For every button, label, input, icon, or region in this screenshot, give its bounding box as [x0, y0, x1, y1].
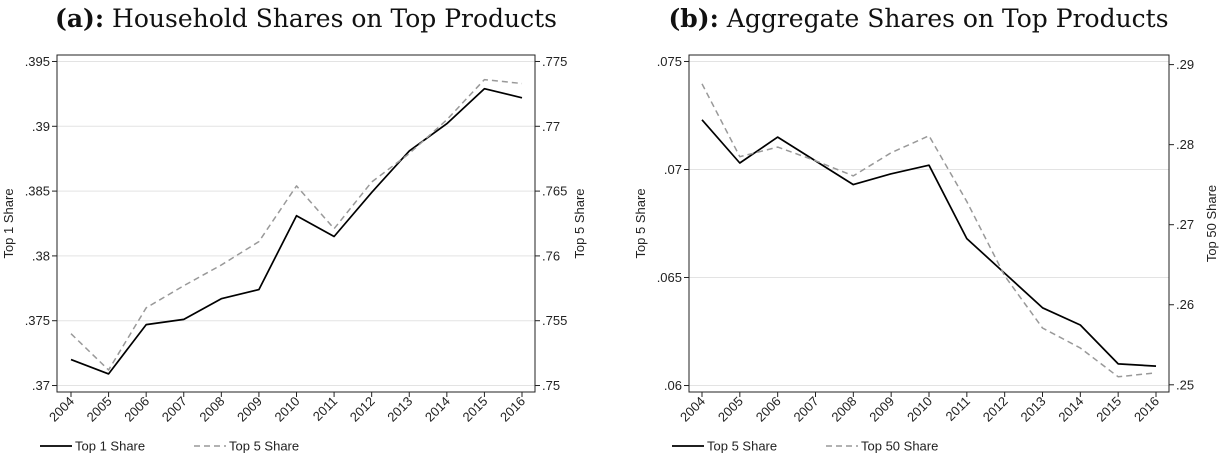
- y2-tick-label: .755: [542, 313, 567, 328]
- x-tick-label: 2015: [459, 394, 490, 425]
- y2-tick-label: .765: [542, 184, 567, 199]
- chart-title: (a): Household Shares on Top Products: [0, 4, 612, 33]
- x-tick-label: 2010: [272, 394, 303, 425]
- y2-tick-label: .29: [1176, 57, 1194, 72]
- y2-tick-label: .77: [542, 119, 560, 134]
- y2-axis-label: Top 5 Share: [572, 188, 587, 258]
- x-tick-label: 2016: [497, 394, 528, 425]
- y-tick-label: .075: [657, 54, 682, 69]
- legend-label: Top 50 Share: [861, 439, 938, 454]
- series-line: [701, 83, 1157, 378]
- x-tick-label: 2009: [866, 394, 897, 425]
- x-tick-label: 2016: [1131, 394, 1162, 425]
- y2-tick-label: .28: [1176, 137, 1194, 152]
- x-tick-label: 2006: [753, 394, 784, 425]
- series-line: [70, 87, 523, 375]
- y-axis-label: Top 1 Share: [1, 188, 16, 258]
- y-tick-label: .395: [25, 54, 50, 69]
- y2-tick-label: .76: [542, 248, 560, 263]
- y2-tick-label: .775: [542, 54, 567, 69]
- x-tick-label: 2012: [980, 394, 1011, 425]
- x-tick-label: 2004: [677, 394, 708, 425]
- x-tick-label: 2005: [84, 394, 115, 425]
- chart-title: (b): Aggregate Shares on Top Products: [612, 4, 1225, 33]
- x-tick-label: 2009: [234, 394, 265, 425]
- x-tick-label: 2013: [384, 394, 415, 425]
- x-tick-label: 2007: [791, 394, 822, 425]
- y-tick-label: .38: [32, 248, 50, 263]
- y-tick-label: .07: [664, 162, 682, 177]
- legend-label: Top 1 Share: [75, 439, 145, 454]
- x-tick-label: 2012: [347, 394, 378, 425]
- x-tick-label: 2015: [1093, 394, 1124, 425]
- series-line: [701, 119, 1157, 367]
- series-line: [70, 78, 523, 371]
- x-tick-label: 2005: [715, 394, 746, 425]
- x-tick-label: 2008: [828, 394, 859, 425]
- x-tick-label: 2007: [159, 394, 190, 425]
- y2-axis-label: Top 50 Share: [1204, 185, 1219, 262]
- x-tick-label: 2011: [310, 394, 340, 424]
- x-tick-label: 2014: [422, 394, 453, 425]
- panel-b: (b): Aggregate Shares on Top Products .0…: [612, 0, 1225, 457]
- y2-tick-label: .75: [542, 378, 560, 393]
- y-tick-label: .37: [32, 378, 50, 393]
- y-tick-label: .385: [25, 184, 50, 199]
- x-tick-label: 2010: [904, 394, 935, 425]
- plot-frame: [56, 54, 536, 393]
- x-tick-label: 2008: [196, 394, 227, 425]
- y-tick-label: .065: [657, 270, 682, 285]
- x-tick-label: 2006: [121, 394, 152, 425]
- y-tick-label: .375: [25, 313, 50, 328]
- chart-title-text: Household Shares on Top Products: [112, 4, 558, 33]
- legend-label: Top 5 Share: [707, 439, 777, 454]
- panel-a: (a): Household Shares on Top Products .3…: [0, 0, 612, 457]
- y2-tick-label: .25: [1176, 377, 1194, 392]
- line-chart-a: .37 .375 .38 .385 .39 .395 .75 .755 .76 .765 .77 .7…: [1, 54, 587, 454]
- y-axis-label: Top 5 Share: [633, 188, 648, 258]
- x-tick-label: 2014: [1055, 394, 1086, 425]
- x-tick-label: 2013: [1018, 394, 1049, 425]
- chart-title-tag: (a):: [54, 4, 105, 33]
- legend-label: Top 5 Share: [229, 439, 299, 454]
- x-tick-label: 2011: [943, 394, 973, 424]
- chart-title-text: Aggregate Shares on Top Products: [726, 4, 1169, 33]
- y-tick-label: .39: [32, 119, 50, 134]
- chart-title-tag: (b):: [668, 4, 719, 33]
- x-tick-label: 2004: [46, 394, 77, 425]
- y-tick-label: .06: [664, 378, 682, 393]
- y2-tick-label: .26: [1176, 297, 1194, 312]
- y2-tick-label: .27: [1176, 217, 1194, 232]
